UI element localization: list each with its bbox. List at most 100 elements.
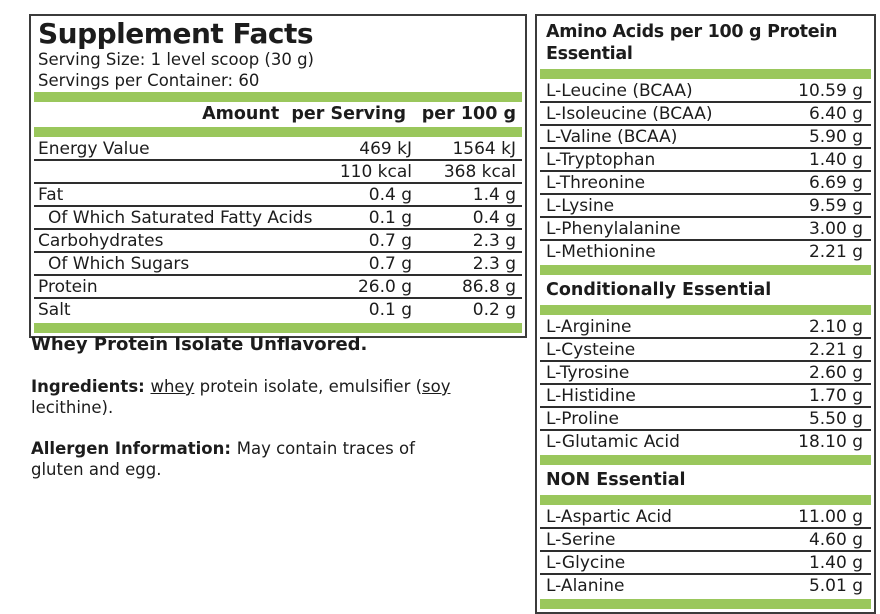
facts-header-row: Amount per Serving per 100 g [34,103,522,126]
amino-row: L-Serine 4.60 g [540,527,871,550]
conditionally-essential-amino-table: L-Arginine 2.10 g L-Cysteine 2.21 g L-Tyro… [540,316,871,452]
amino-row: L-Tyrosine 2.60 g [540,360,871,383]
row-value-per-serving: 110 kcal [339,162,412,182]
amino-row: L-Tryptophan 1.40 g [540,147,871,170]
amino-name: L-Histidine [546,386,636,406]
amino-name: L-Glutamic Acid [546,432,680,452]
non-essential-amino-table: L-Aspartic Acid 11.00 g L-Serine 4.60 g L-… [540,506,871,596]
row-name: Of Which Sugars [48,254,190,274]
facts-table: Energy Value 469 kJ 1564 kJ 110 kcal 368 kc… [34,138,522,320]
amino-panel-title: Amino Acids per 100 g Protein [546,22,838,42]
amino-row: L-Methionine 2.21 g [540,239,871,262]
amino-amount: 2.60 g [808,363,863,383]
amino-row: L-Phenylalanine 3.00 g [540,216,871,239]
amino-row: L-Lysine 9.59 g [540,193,871,216]
row-value-per-serving: 0.4 g [368,185,412,205]
row-name: Salt [38,300,71,320]
amino-amount: 10.59 g [798,81,863,101]
row-value-per-100g: 0.2 g [472,300,516,320]
amino-row: L-Alanine 5.01 g [540,573,871,596]
amino-row: L-Leucine (BCAA) 10.59 g [540,80,871,101]
row-value-per-100g: 86.8 g [461,277,516,297]
amino-name: L-Lysine [546,196,615,216]
underlined-word-soy: soy [422,377,451,396]
section-heading-non-essential: NON Essential [546,470,686,490]
row-value-per-100g: 2.3 g [472,254,516,274]
amino-row: L-Proline 5.50 g [540,406,871,429]
amino-row: L-Glutamic Acid 18.10 g [540,429,871,452]
row-name: Fat [38,185,64,205]
amino-row: L-Threonine 6.69 g [540,170,871,193]
row-name: Carbohydrates [38,231,164,251]
amino-amount: 1.40 g [808,553,863,573]
amino-amount: 5.50 g [808,409,863,429]
header-per-100g: per 100 g [421,104,516,124]
row-value-per-serving: 0.7 g [368,254,412,274]
table-row: Fat 0.4 g 1.4 g [34,182,522,205]
row-value-per-100g: 2.3 g [472,231,516,251]
ingredients-label: Ingredients: [31,377,151,396]
ingredients-paragraph: Ingredients: whey protein isolate, emuls… [31,376,533,418]
amino-name: L-Tyrosine [546,363,630,383]
table-row: 110 kcal 368 kcal [34,159,522,182]
green-divider-bar [540,265,871,275]
allergen-text: May contain traces of [236,439,415,458]
amino-amount: 18.10 g [798,432,863,452]
row-name: Of Which Saturated Fatty Acids [48,208,313,228]
row-name: Energy Value [38,139,150,159]
row-value-per-serving: 469 kJ [359,139,412,159]
amino-amount: 9.59 g [808,196,863,216]
row-value-per-100g: 368 kcal [443,162,516,182]
amino-name: L-Tryptophan [546,150,656,170]
underlined-word-whey: whey [150,377,195,396]
amino-amount: 6.40 g [808,104,863,124]
green-divider-bar [540,455,871,465]
amino-name: L-Aspartic Acid [546,507,672,527]
row-name: Protein [38,277,98,297]
green-divider-bar [540,599,871,609]
amino-amount: 2.10 g [808,317,863,337]
table-row: Of Which Sugars 0.7 g 2.3 g [34,251,522,274]
amino-amount: 3.00 g [808,219,863,239]
amino-name: L-Glycine [546,553,626,573]
amino-row: L-Aspartic Acid 11.00 g [540,506,871,527]
amino-amount: 1.70 g [808,386,863,406]
amino-name: L-Valine (BCAA) [546,127,678,147]
amino-name: L-Cysteine [546,340,636,360]
table-row: Carbohydrates 0.7 g 2.3 g [34,228,522,251]
supplement-facts-panel: Supplement Facts Serving Size: 1 level s… [29,14,527,338]
header-amount-per-serving: Amount per Serving [202,104,406,124]
allergen-text-line2: gluten and egg. [31,460,162,479]
table-row: Protein 26.0 g 86.8 g [34,274,522,297]
amino-name: L-Phenylalanine [546,219,681,239]
serving-size-text: Serving Size: 1 level scoop (30 g) [38,50,314,69]
amino-name: L-Arginine [546,317,632,337]
amino-row: L-Arginine 2.10 g [540,316,871,337]
amino-name: L-Isoleucine (BCAA) [546,104,713,124]
amino-row: L-Histidine 1.70 g [540,383,871,406]
amino-row: L-Isoleucine (BCAA) 6.40 g [540,101,871,124]
amino-amount: 2.21 g [808,242,863,262]
amino-name: L-Alanine [546,576,625,596]
amino-acids-panel: Amino Acids per 100 g Protein Essential … [535,14,876,614]
amino-row: L-Glycine 1.40 g [540,550,871,573]
table-row: Salt 0.1 g 0.2 g [34,297,522,320]
allergen-paragraph: Allergen Information: May contain traces… [31,438,533,480]
row-value-per-serving: 26.0 g [357,277,412,297]
section-heading-essential: Essential [546,44,633,64]
amino-name: L-Proline [546,409,619,429]
amino-amount: 6.69 g [808,173,863,193]
amino-name: L-Serine [546,530,616,550]
amino-amount: 4.60 g [808,530,863,550]
green-divider-bar [34,92,522,102]
row-value-per-100g: 1.4 g [472,185,516,205]
essential-amino-table: L-Leucine (BCAA) 10.59 g L-Isoleucine (BC… [540,80,871,262]
section-heading-conditionally-essential: Conditionally Essential [546,280,772,300]
servings-per-container-text: Servings per Container: 60 [38,71,260,90]
amino-name: L-Leucine (BCAA) [546,81,693,101]
supplement-facts-title: Supplement Facts [38,17,314,50]
allergen-label: Allergen Information: [31,439,237,458]
green-divider-bar [34,323,522,333]
amino-row: L-Valine (BCAA) 5.90 g [540,124,871,147]
notes-section: Whey Protein Isolate Unflavored. Ingredi… [31,334,533,500]
